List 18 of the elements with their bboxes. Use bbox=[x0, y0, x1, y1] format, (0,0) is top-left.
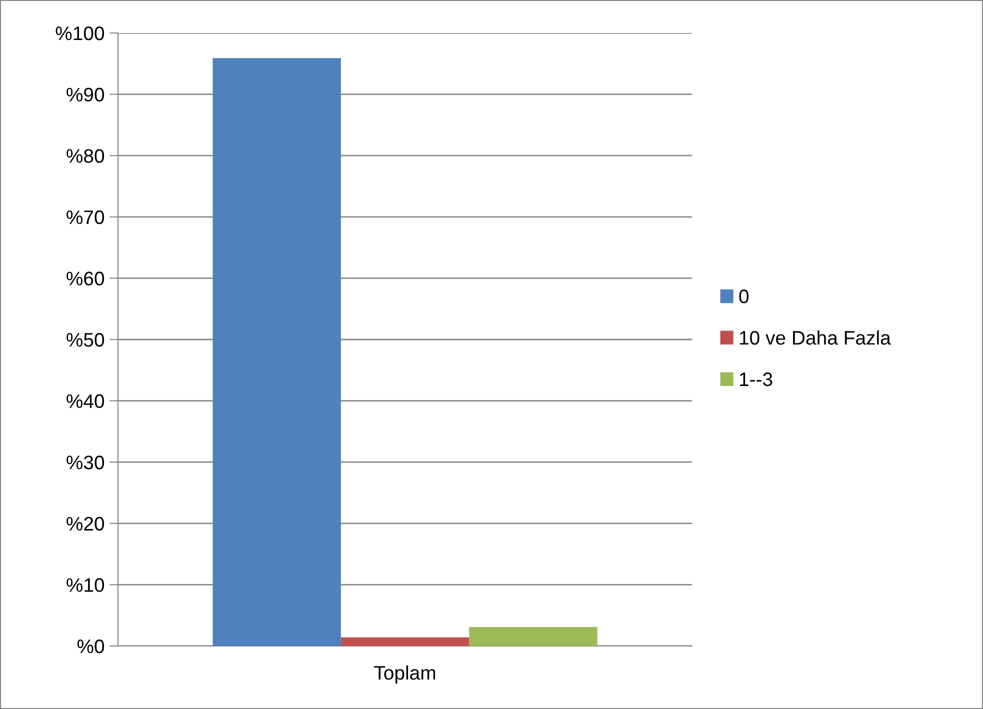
bar bbox=[469, 626, 598, 646]
y-tick-label: %60 bbox=[66, 272, 104, 286]
y-tick-label: %100 bbox=[56, 26, 104, 40]
y-tick-label: %70 bbox=[66, 210, 104, 224]
bar bbox=[212, 58, 341, 646]
y-tick-label: %10 bbox=[66, 578, 104, 592]
y-tick-label: %50 bbox=[66, 332, 104, 347]
legend-label: 1--3 bbox=[740, 372, 772, 386]
bar bbox=[340, 637, 470, 646]
legend-label: 10 ve Daha Fazla bbox=[740, 330, 891, 345]
y-tick-label: %20 bbox=[66, 516, 104, 531]
y-tick-label: %0 bbox=[77, 639, 104, 654]
y-tick-label: %80 bbox=[66, 149, 104, 163]
y-tick-label: %40 bbox=[66, 394, 104, 408]
y-tick-label: %30 bbox=[66, 456, 104, 470]
x-tick-label: Toplam bbox=[374, 665, 436, 684]
y-tick-label: %90 bbox=[66, 88, 104, 102]
legend-label: 0 bbox=[739, 289, 749, 304]
